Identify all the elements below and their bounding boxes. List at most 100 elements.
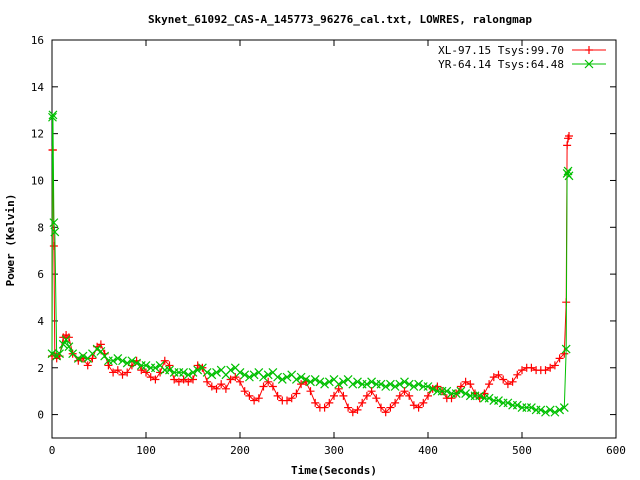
data-point bbox=[137, 366, 146, 375]
y-tick-label: 2 bbox=[37, 362, 44, 375]
x-axis-title: Time(Seconds) bbox=[291, 464, 377, 477]
data-point bbox=[475, 391, 485, 401]
legend-label: YR-64.14 Tsys:64.48 bbox=[438, 58, 564, 71]
data-point bbox=[188, 368, 198, 377]
data-point bbox=[320, 403, 329, 412]
data-point bbox=[386, 403, 395, 412]
data-point bbox=[264, 377, 273, 386]
data-point bbox=[348, 379, 358, 389]
data-point bbox=[456, 382, 465, 391]
data-point bbox=[499, 375, 508, 384]
data-point bbox=[541, 407, 550, 417]
data-point bbox=[358, 398, 367, 407]
data-point bbox=[96, 346, 106, 356]
data-point bbox=[348, 408, 357, 417]
legend-label: XL-97.15 Tsys:99.70 bbox=[438, 44, 564, 57]
legend-marker bbox=[584, 59, 594, 69]
data-point bbox=[541, 366, 550, 375]
data-point bbox=[494, 396, 503, 405]
data-point bbox=[344, 403, 353, 412]
data-point bbox=[296, 372, 306, 382]
data-point bbox=[47, 349, 57, 359]
data-point bbox=[165, 361, 174, 370]
data-point bbox=[55, 349, 64, 359]
data-point bbox=[381, 408, 390, 417]
data-point bbox=[485, 380, 494, 389]
data-point bbox=[127, 356, 137, 366]
data-point bbox=[518, 366, 526, 375]
y-tick-label: 8 bbox=[37, 221, 44, 234]
data-point bbox=[240, 387, 249, 396]
data-point bbox=[249, 370, 259, 380]
data-point bbox=[466, 380, 475, 389]
data-point bbox=[395, 379, 405, 389]
data-point bbox=[489, 373, 498, 382]
data-point bbox=[118, 370, 127, 379]
x-tick-label: 500 bbox=[512, 444, 532, 457]
data-point bbox=[320, 379, 330, 389]
data-point bbox=[50, 227, 60, 237]
data-point bbox=[555, 405, 565, 415]
data-point bbox=[221, 384, 230, 393]
x-ticks: 0 100 200 300 400 500 600 bbox=[49, 40, 626, 457]
y-tick-label: 0 bbox=[37, 409, 44, 422]
data-point bbox=[96, 340, 105, 349]
data-point bbox=[372, 394, 381, 403]
data-point bbox=[263, 370, 273, 380]
data-point bbox=[545, 405, 555, 415]
y-tick-label: 6 bbox=[37, 268, 44, 281]
data-point bbox=[273, 372, 283, 382]
data-point bbox=[150, 363, 160, 373]
data-point bbox=[104, 361, 113, 370]
y-tick-label: 16 bbox=[31, 34, 44, 47]
series-group bbox=[47, 110, 574, 417]
data-point bbox=[64, 342, 74, 352]
data-point bbox=[461, 377, 470, 386]
data-point bbox=[400, 377, 409, 387]
data-point bbox=[183, 370, 193, 380]
data-point bbox=[447, 394, 456, 403]
data-point bbox=[503, 380, 512, 389]
data-point bbox=[428, 384, 438, 394]
data-point bbox=[395, 391, 404, 400]
data-point bbox=[179, 375, 188, 384]
data-point bbox=[202, 368, 212, 377]
data-point bbox=[536, 405, 546, 415]
data-point bbox=[268, 382, 277, 391]
y-tick-label: 10 bbox=[31, 174, 44, 187]
data-point bbox=[212, 384, 221, 393]
data-point bbox=[338, 377, 348, 387]
data-point bbox=[442, 386, 452, 396]
data-point bbox=[292, 389, 301, 398]
data-point bbox=[456, 386, 466, 396]
data-point bbox=[282, 372, 292, 382]
data-point bbox=[291, 375, 301, 384]
data-point bbox=[259, 382, 268, 391]
x-tick-label: 400 bbox=[418, 444, 438, 457]
data-point bbox=[306, 377, 315, 387]
series-1 bbox=[48, 131, 573, 417]
data-point bbox=[550, 361, 559, 370]
data-point bbox=[73, 353, 83, 363]
legend-marker bbox=[585, 46, 593, 54]
data-point bbox=[419, 398, 428, 407]
data-point bbox=[170, 375, 179, 384]
data-point bbox=[48, 112, 57, 122]
data-point bbox=[353, 377, 362, 387]
data-point bbox=[565, 131, 573, 140]
data-point bbox=[546, 363, 555, 372]
data-point bbox=[193, 365, 203, 375]
y-axis-title: Power (Kelvin) bbox=[4, 194, 17, 287]
x-tick-label: 100 bbox=[136, 444, 156, 457]
data-point bbox=[503, 398, 513, 408]
data-point bbox=[132, 358, 142, 368]
data-point bbox=[390, 382, 400, 391]
data-point bbox=[118, 356, 127, 366]
data-point bbox=[254, 394, 263, 403]
data-point bbox=[277, 375, 287, 384]
data-point bbox=[49, 218, 59, 228]
data-point bbox=[151, 375, 160, 384]
data-point bbox=[409, 382, 419, 391]
data-point bbox=[184, 377, 193, 386]
data-point bbox=[334, 384, 343, 393]
